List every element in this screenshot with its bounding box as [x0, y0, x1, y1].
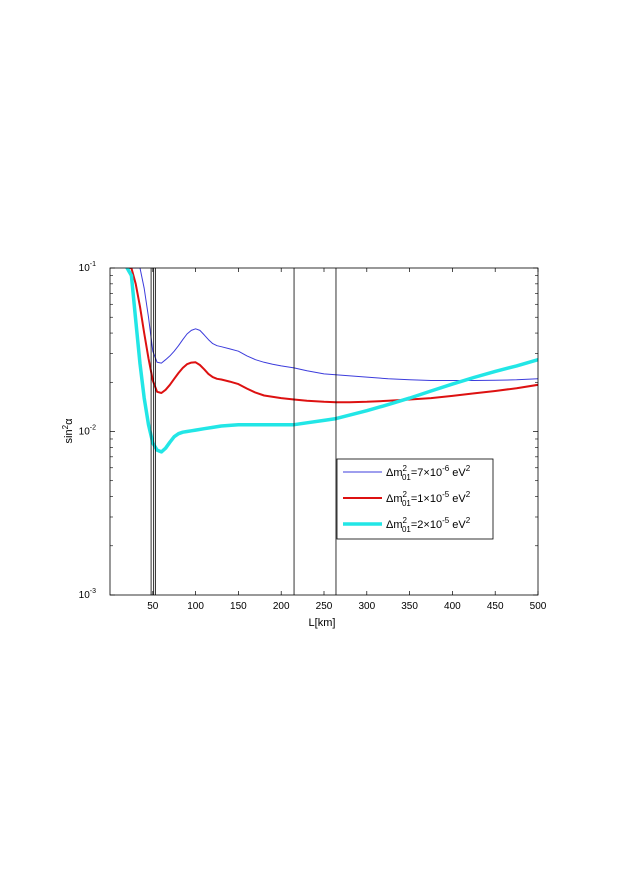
- legend-label-value: =1×10: [411, 493, 442, 505]
- legend-label-unit: eV: [449, 467, 466, 479]
- legend-label-superscript: 2: [403, 516, 408, 525]
- legend-label-unit-exponent: 2: [466, 516, 471, 525]
- x-tick-label: 450: [487, 601, 504, 612]
- y-tick-label-base: 10: [79, 590, 91, 601]
- y-tick-label: 10-2: [79, 425, 96, 438]
- plot-background: [110, 268, 538, 595]
- y-tick-label: 10-3: [79, 588, 96, 601]
- y-axis-label-sup: 2: [61, 424, 70, 429]
- legend-label-unit-exponent: 2: [466, 490, 471, 499]
- legend-label-unit-exponent: 2: [466, 464, 471, 473]
- y-tick-label-exponent: -3: [90, 588, 96, 595]
- legend-label-delta-m: Δm: [386, 467, 403, 479]
- series-line-2: [126, 268, 538, 404]
- x-tick-label: 400: [444, 601, 461, 612]
- x-tick-label: 500: [530, 601, 547, 612]
- legend-label-exponent: -5: [442, 516, 450, 525]
- y-tick-label-exponent: -1: [90, 261, 96, 268]
- legend-label-exponent: -6: [442, 464, 450, 473]
- series-line-1: [126, 268, 538, 381]
- legend-label-delta-m: Δm: [386, 493, 403, 505]
- x-tick-label: 200: [273, 601, 290, 612]
- x-tick-label: 50: [147, 601, 159, 612]
- x-tick-label: 300: [358, 601, 375, 612]
- y-axis-label-base: sin: [63, 429, 75, 443]
- tick-marks-layer: [110, 267, 539, 596]
- x-axis-label: L[km]: [309, 617, 336, 629]
- legend-label-1: Δm2 01=7×10-6 eV2: [386, 464, 471, 482]
- x-tick-label: 150: [230, 601, 247, 612]
- legend-label-unit: eV: [449, 519, 466, 531]
- vertical-lines-layer: [150, 268, 337, 595]
- y-axis-label-tail: α: [63, 418, 75, 425]
- x-tick-label: 250: [316, 601, 333, 612]
- x-tick-labels: 50 100 150 200 250 300 350 400 450 500: [147, 601, 547, 612]
- legend-label-3: Δm2 01=2×10-5 eV2: [386, 516, 471, 534]
- y-tick-label: 10-1: [79, 261, 96, 274]
- legend-label-unit: eV: [449, 493, 466, 505]
- y-tick-label-exponent: -2: [90, 425, 96, 432]
- x-tick-label: 350: [401, 601, 418, 612]
- x-tick-label: 100: [187, 601, 204, 612]
- y-tick-label-base: 10: [79, 263, 91, 274]
- legend-label-subscript: 01: [402, 473, 411, 482]
- legend-label-value: =7×10: [411, 467, 442, 479]
- legend-label-subscript: 01: [402, 499, 411, 508]
- y-tick-label-base: 10: [79, 427, 91, 438]
- y-tick-labels: 10-110-210-3: [79, 261, 96, 601]
- y-axis-label: sin2α: [61, 418, 75, 444]
- legend-label-delta-m: Δm: [386, 519, 403, 531]
- legend-label-2: Δm2 01=1×10-5 eV2: [386, 490, 471, 508]
- legend-label-superscript: 2: [403, 464, 408, 473]
- legend-label-exponent: -5: [442, 490, 450, 499]
- legend-label-value: =2×10: [411, 519, 442, 531]
- legend-label-superscript: 2: [403, 490, 408, 499]
- legend-label-subscript: 01: [402, 525, 411, 534]
